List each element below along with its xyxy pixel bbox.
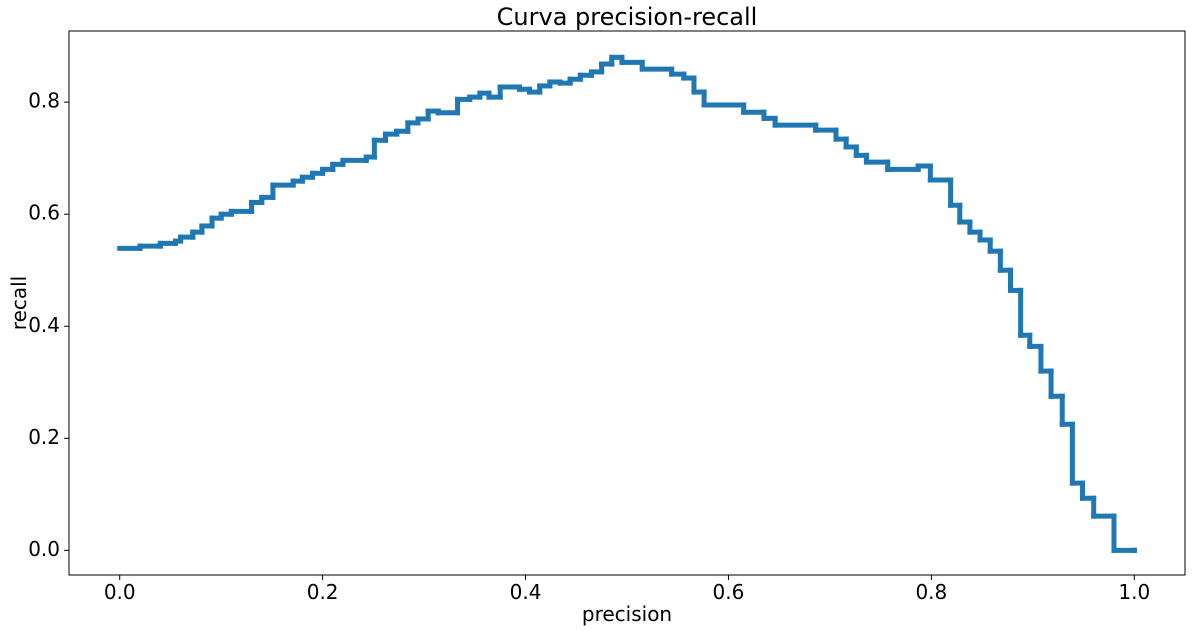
x-tick-label: 0.6	[713, 580, 745, 604]
y-tick-label: 0.2	[28, 425, 60, 449]
plot-frame	[68, 30, 1186, 576]
y-tick-label: 0.8	[28, 89, 60, 113]
x-tick-label: 0.0	[104, 580, 136, 604]
y-tick-label: 0.4	[28, 313, 60, 337]
y-tick-label: 0.6	[28, 201, 60, 225]
x-tick-label: 0.2	[307, 580, 339, 604]
x-tick-label: 0.4	[510, 580, 542, 604]
x-tick-label: 0.8	[915, 580, 947, 604]
chart-title: Curva precision-recall	[497, 3, 758, 31]
y-tick-label: 0.0	[28, 537, 60, 561]
y-axis-label: recall	[7, 276, 31, 330]
x-tick-label: 1.0	[1118, 580, 1150, 604]
x-axis-label: precision	[582, 602, 672, 626]
